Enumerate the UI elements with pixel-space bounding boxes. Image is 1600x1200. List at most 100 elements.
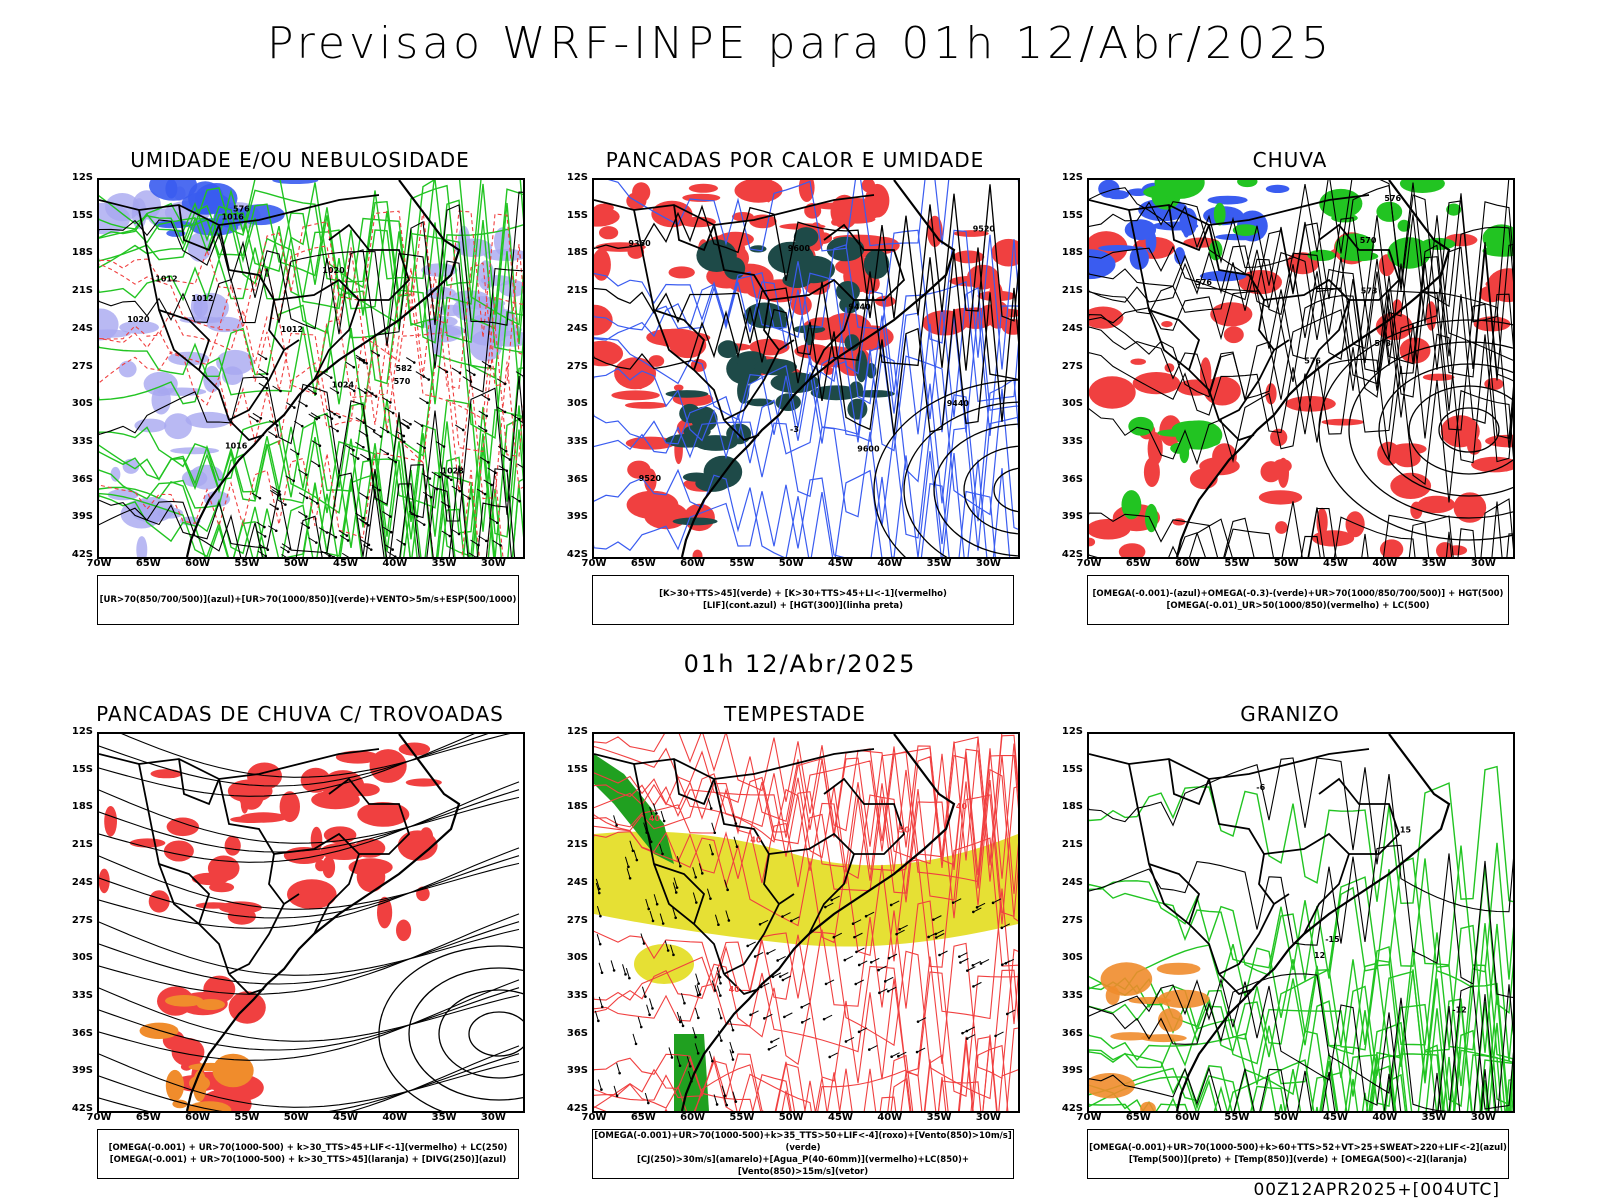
- wind-vector: [311, 440, 322, 448]
- field-blob: [749, 214, 777, 229]
- wind-vector: [828, 1052, 838, 1059]
- contour-line: [594, 773, 1018, 925]
- wind-vector: [766, 948, 776, 955]
- contour-line: [1089, 964, 1513, 1106]
- field-blob: [165, 995, 204, 1007]
- field-blob: [1089, 1073, 1135, 1099]
- contour-line: [594, 888, 1018, 1025]
- contour-line: [1089, 498, 1513, 557]
- field-blob: [190, 293, 203, 322]
- contour-label: 1016: [225, 441, 248, 450]
- field-blob: [203, 491, 231, 507]
- wind-vector: [307, 388, 317, 395]
- field-blob: [1275, 521, 1288, 534]
- field-blob: [594, 248, 611, 281]
- panel-title: PANCADAS DE CHUVA C/ TROVOADAS: [96, 702, 504, 726]
- contour-label: 573: [1361, 286, 1378, 295]
- wind-vector: [668, 1047, 674, 1059]
- wind-vector: [256, 521, 266, 529]
- lat-tick-label: 33S: [1061, 989, 1083, 1001]
- country-border: [99, 748, 380, 780]
- wind-vector: [781, 975, 792, 982]
- wind-vector: [406, 357, 416, 364]
- wind-vector: [832, 932, 843, 939]
- wind-vector: [706, 888, 712, 900]
- field-blob: [1179, 208, 1198, 236]
- field-blob: [1098, 245, 1138, 252]
- wind-vector: [897, 1051, 907, 1058]
- wind-vector: [800, 1002, 810, 1009]
- field-blob: [1140, 1034, 1187, 1043]
- wind-vector: [415, 519, 426, 526]
- map-canvas: 9600 9600 9520 9520 9440 9440 9360 -3: [594, 180, 1018, 557]
- wind-vector: [496, 378, 507, 386]
- wind-vector: [733, 836, 739, 849]
- wind-vector: [293, 420, 304, 428]
- wind-vector: [259, 544, 270, 551]
- contour-label: 9520: [639, 474, 662, 483]
- coastline: [1175, 180, 1451, 557]
- field-blob: [287, 879, 337, 910]
- contour-line: [1438, 407, 1500, 453]
- field-blob: [638, 505, 651, 517]
- field-blob: [1376, 201, 1403, 222]
- wind-vector: [613, 1085, 619, 1098]
- field-blob: [247, 762, 282, 790]
- wind-vector: [258, 382, 269, 390]
- wind-vector: [991, 898, 1002, 905]
- wind-vector: [763, 1013, 773, 1020]
- map-granizo: -15 -12 12 15 -6: [1087, 732, 1515, 1113]
- wind-vector: [877, 965, 887, 972]
- field-blob: [688, 183, 718, 193]
- contour-line: [1089, 842, 1513, 980]
- mid-title: 01h 12/Abr/2025: [683, 650, 917, 678]
- field-blob: [835, 281, 860, 302]
- wind-vector: [673, 877, 679, 889]
- streamline: [99, 987, 520, 1042]
- field-blob: [779, 223, 826, 230]
- field-blob: [1132, 372, 1181, 395]
- footer-timestamp: 00Z12APR2025+[004UTC]: [1253, 1180, 1500, 1200]
- wind-vector: [355, 441, 365, 449]
- wind-vector: [680, 993, 686, 1005]
- wind-vector: [672, 882, 678, 894]
- contour-label: -15: [1325, 935, 1340, 944]
- wind-vector: [323, 413, 334, 420]
- wind-vector: [382, 396, 392, 404]
- lat-tick-label: 18S: [566, 801, 588, 813]
- field-blob: [1390, 472, 1432, 499]
- field-blob: [203, 365, 221, 393]
- contour-line: [99, 229, 523, 390]
- wind-vector: [898, 924, 908, 931]
- wind-vector: [716, 967, 722, 979]
- field-blob: [148, 890, 170, 913]
- wind-vector: [480, 393, 491, 401]
- streamline: [121, 734, 511, 778]
- map-canvas: 40 40 40 40 50: [594, 734, 1018, 1111]
- wind-vector: [360, 539, 371, 547]
- lat-tick-label: 12S: [71, 172, 93, 183]
- contour-line: [99, 325, 523, 502]
- wind-vector: [358, 518, 368, 525]
- wind-vector: [431, 471, 442, 479]
- field-blob: [1089, 518, 1131, 540]
- wind-vector: [713, 1094, 719, 1106]
- wind-vector: [497, 445, 508, 453]
- field-blob: [1140, 1101, 1156, 1111]
- wind-vector: [626, 868, 632, 880]
- contour-line: [933, 423, 1018, 557]
- wind-vector: [358, 430, 369, 437]
- country-border: [1148, 863, 1201, 925]
- field-blob: [737, 377, 750, 404]
- field-blob: [181, 469, 208, 487]
- field-blob: [717, 340, 739, 359]
- contour-label: 576: [1384, 194, 1401, 203]
- contour-line: [1089, 973, 1513, 1111]
- contour-label: 1012: [155, 274, 177, 283]
- contour-label: -12: [1452, 1006, 1466, 1015]
- field-blob: [594, 304, 613, 336]
- field-blob: [865, 183, 890, 218]
- wind-vector: [824, 902, 834, 909]
- contour-line: [594, 476, 996, 557]
- wind-vector: [345, 385, 356, 393]
